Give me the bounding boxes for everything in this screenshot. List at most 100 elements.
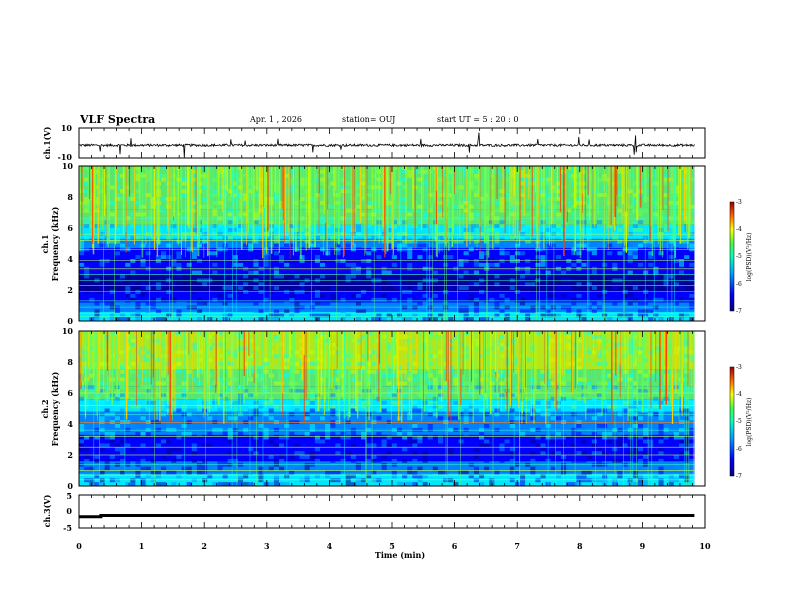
spectrogram-cell	[207, 416, 213, 421]
spectrogram-cell	[309, 416, 315, 421]
spectrogram-cell	[371, 338, 377, 343]
spectrogram-cell	[340, 309, 346, 314]
spectrogram-cell	[520, 259, 526, 263]
spectrogram-cell	[453, 185, 459, 190]
spectrogram-cell	[422, 482, 428, 486]
spectrogram-cell	[94, 200, 100, 205]
spectrogram-cell	[161, 447, 167, 452]
spectrogram-cell	[345, 282, 351, 287]
spectrogram-cell	[576, 365, 582, 370]
spectrogram-cell	[120, 458, 126, 463]
spectrogram-cell	[617, 251, 623, 256]
spectrogram-cell	[99, 470, 105, 475]
spectrogram-cell	[432, 293, 438, 298]
spectrogram-cell	[253, 447, 259, 452]
spectrogram-cell	[586, 297, 592, 302]
spectrogram-cell	[509, 301, 515, 306]
spectrogram-cell	[581, 193, 587, 197]
spectrogram-cell	[591, 350, 597, 355]
spectrogram-cell	[258, 309, 264, 314]
spectrogram-cell	[171, 220, 177, 225]
spectrogram-cell	[638, 354, 644, 359]
spectrogram-cell	[443, 443, 449, 448]
spectrogram-cell	[489, 169, 495, 174]
spectrogram-cell	[304, 412, 310, 417]
spectrogram-cell	[412, 369, 418, 374]
spectrogram-cell	[412, 338, 418, 343]
spectrogram-cell	[545, 228, 551, 232]
spectrogram-cell	[99, 274, 105, 279]
spectrogram-cell	[181, 181, 187, 186]
spectrogram-cell	[679, 286, 685, 290]
spectrogram-cell	[402, 474, 408, 479]
spectrogram-cell	[473, 239, 479, 244]
spectrogram-cell	[489, 243, 495, 248]
spectrogram-cell	[422, 400, 428, 405]
spectrogram-cell	[191, 166, 197, 170]
spectrogram-cell	[438, 212, 444, 217]
spectrogram-cell	[484, 439, 490, 444]
spectrogram-cell	[530, 358, 536, 362]
spectrogram-cell	[314, 235, 320, 240]
spectrogram-cell	[391, 474, 397, 479]
spectrogram-cell	[320, 416, 326, 421]
spectrogram-cell	[448, 435, 454, 440]
spectrogram-cell	[361, 212, 367, 217]
spectrogram-cell	[638, 313, 644, 318]
spectrogram-cell	[355, 293, 361, 298]
spectrogram-cell	[561, 297, 567, 302]
spectrogram-cell	[330, 478, 336, 483]
spectrogram-cell	[596, 305, 602, 310]
spectrogram-cell	[79, 424, 85, 428]
spectrogram-cell	[391, 431, 397, 436]
spectrogram-cell	[258, 342, 264, 347]
spectrogram-cell	[443, 362, 449, 366]
spectrogram-cell	[99, 482, 105, 486]
spectrogram-cell	[191, 262, 197, 267]
spectrogram-cell	[268, 286, 274, 290]
spectrogram-cell	[494, 274, 500, 279]
spectrogram-cell	[653, 305, 659, 310]
spectrogram-cell	[627, 255, 633, 259]
spectrogram-cell	[386, 389, 392, 393]
spectrogram-cell	[632, 400, 638, 405]
spectrogram-cell	[555, 181, 561, 186]
spectrogram-cell	[473, 305, 479, 310]
spectrogram-cell	[330, 458, 336, 463]
spectrogram-cell	[596, 338, 602, 343]
spectrogram-cell	[540, 381, 546, 386]
spectrogram-cell	[284, 243, 290, 248]
spectrogram-cell	[396, 412, 402, 417]
spectrogram-cell	[463, 313, 469, 318]
spectrogram-cell	[412, 274, 418, 279]
spectrogram-cell	[658, 482, 664, 486]
spectrogram-cell	[643, 408, 649, 413]
spectrogram-cell	[248, 412, 254, 417]
spectrogram-cell	[479, 462, 485, 467]
spectrogram-cell	[596, 334, 602, 339]
spectrogram-cell	[258, 470, 264, 475]
spectrogram-cell	[217, 338, 223, 343]
spectrogram-cell	[186, 470, 192, 475]
spectrogram-cell	[176, 309, 182, 314]
spectrogram-cell	[607, 251, 613, 256]
spectrogram-cell	[345, 243, 351, 248]
spectrogram-cell	[279, 313, 285, 318]
spectrogram-cell	[617, 431, 623, 436]
spectrogram-cell	[135, 427, 141, 432]
spectrogram-cell	[412, 362, 418, 366]
spectrogram-cell	[191, 270, 197, 275]
spectrogram-cell	[289, 278, 295, 283]
spectrogram-cell	[145, 286, 151, 290]
spectrogram-cell	[479, 305, 485, 310]
spectrogram-cell	[612, 286, 618, 290]
spectrogram-cell	[627, 342, 633, 347]
spectrogram-cell	[135, 393, 141, 397]
spectrogram-cell	[181, 342, 187, 347]
spectrogram-cell	[520, 309, 526, 314]
spectrogram-cell	[520, 212, 526, 217]
spectrogram-cell	[663, 274, 669, 279]
spectrogram-cell	[555, 466, 561, 471]
spectrogram-cell	[473, 385, 479, 390]
spectrogram-cell	[304, 251, 310, 256]
